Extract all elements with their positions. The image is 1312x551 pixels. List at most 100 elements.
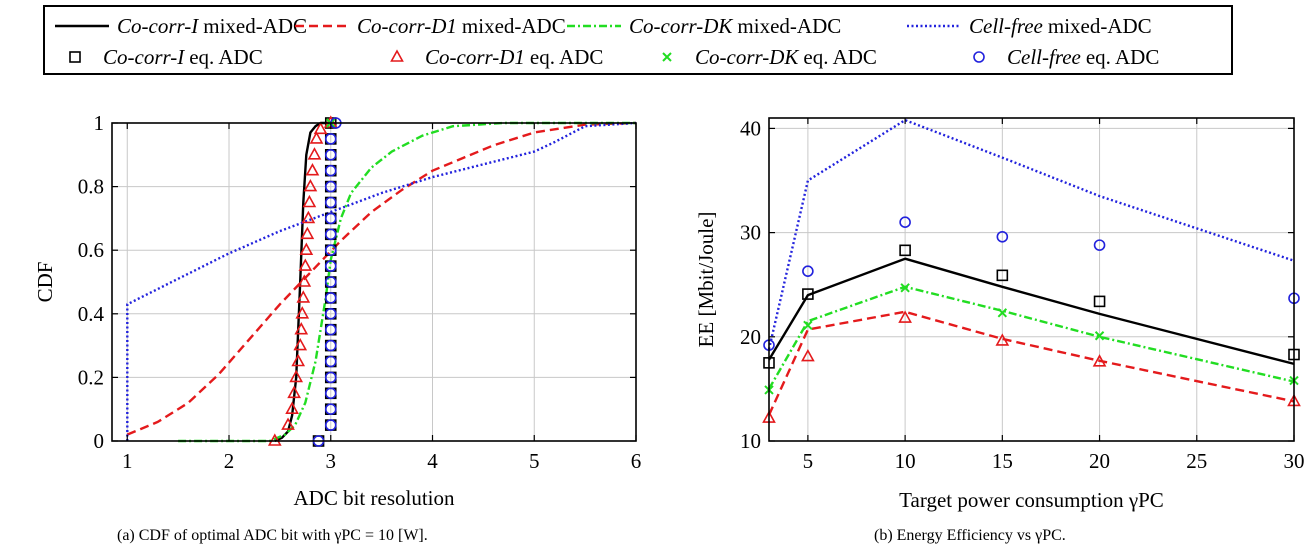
data-point [295,306,310,319]
legend-entry: Co-corr-I eq. ADC [53,43,263,71]
caption-b: (b) Energy Efficiency vs γPC. [874,527,1066,544]
legend-name: Co-corr-DK [695,44,799,69]
legend-symbol [295,24,349,28]
data-point [307,147,322,160]
data-point [305,163,320,176]
legend-name: Co-corr-I [103,44,185,69]
legend-marker [390,49,404,62]
data-point [996,269,1009,282]
caption-a: (a) CDF of optimal ADC bit with γPC = 10… [117,527,428,544]
data-point [802,265,814,277]
x-tick-label: 15 [992,449,1013,473]
y-tick-label: 0 [94,429,105,453]
legend-name: Co-corr-D1 [425,44,525,69]
data-point [285,401,299,415]
legend-entry: Co-corr-D1 eq. ADC [375,43,603,71]
data-point [324,355,337,368]
x-tick-label: 3 [326,449,337,473]
data-point [287,385,301,399]
data-point [324,196,337,209]
data-point [281,417,295,430]
series-line [126,121,637,436]
data-point [297,274,312,287]
data-point [324,260,337,272]
legend-symbol [567,24,621,28]
data-point [302,194,317,208]
data-point [899,244,911,257]
y-tick-label: 40 [740,116,761,140]
legend-symbol [662,52,672,62]
data-point [899,216,911,228]
data-point [324,228,337,241]
data-point [324,149,337,161]
data-point [324,339,337,352]
data-point [324,419,337,431]
x-axis-title: Target power consumption γPC [899,488,1164,512]
data-point [303,178,318,192]
data-point [801,348,815,362]
y-tick-label: 0.2 [78,365,104,389]
series-line [767,118,1295,350]
tick-labels: 5 10 15 20 25 30 10 20 30 40 [740,116,1305,473]
data-point [995,333,1010,346]
y-tick-label: 0.4 [78,302,105,326]
data-point [997,308,1008,318]
series-line [126,121,637,441]
x-tick-label: 1 [122,449,133,473]
legend: Co-corr-I mixed-ADC Co-corr-D1 mixed-ADC Co-… [43,5,1233,75]
data-point [324,403,337,416]
x-tick-label: 25 [1186,449,1207,473]
legend-suffix: mixed-ADC [737,13,842,38]
legend-name: Cell-free [969,13,1043,38]
data-point [324,292,337,304]
series-lines [767,118,1295,416]
legend-marker [662,52,672,62]
x-tick-label: 30 [1284,449,1305,473]
legend-suffix: eq. ADC [529,44,604,69]
y-axis-title: CDF [33,262,57,303]
y-tick-label: 1 [94,111,105,135]
y-tick-label: 30 [740,221,761,245]
data-point [267,433,282,446]
plot-frame [111,122,637,442]
data-point [296,290,311,303]
legend-suffix: mixed-ADC [461,13,566,38]
data-point [324,276,337,288]
data-point [324,212,337,225]
data-point [324,371,337,384]
data-point [289,369,304,383]
data-point [1093,295,1106,308]
legend-entry: Co-corr-DK eq. ADC [645,43,877,71]
legend-symbol [69,51,81,63]
legend-symbol [973,51,985,63]
data-point [324,323,337,336]
data-point [324,307,337,320]
data-point [294,322,309,335]
legend-suffix: eq. ADC [1085,44,1160,69]
data-point [293,337,308,351]
x-tick-label: 6 [631,449,642,473]
y-tick-label: 20 [740,325,761,349]
y-tick-label: 10 [740,429,761,453]
series-line [767,285,1295,390]
data-point [324,133,337,145]
legend-name: Cell-free [1007,44,1081,69]
data-point [802,288,814,300]
x-tick-label: 2 [224,449,235,473]
data-point [324,387,337,400]
tick-labels: 1 2 3 4 5 6 0 0.2 0.4 0.6 0.8 1 [78,111,642,473]
legend-marker [973,51,985,63]
data-point [291,353,306,367]
data-point [1092,354,1107,367]
legend-symbol [390,49,404,62]
data-point [324,244,337,256]
legend-marker [69,51,81,63]
data-point [300,226,315,240]
data-point [324,164,337,177]
x-tick-label: 5 [529,449,540,473]
data-point [1094,331,1105,341]
x-tick-label: 10 [895,449,916,473]
legend-symbol [907,24,961,28]
legend-suffix: eq. ADC [803,44,877,69]
